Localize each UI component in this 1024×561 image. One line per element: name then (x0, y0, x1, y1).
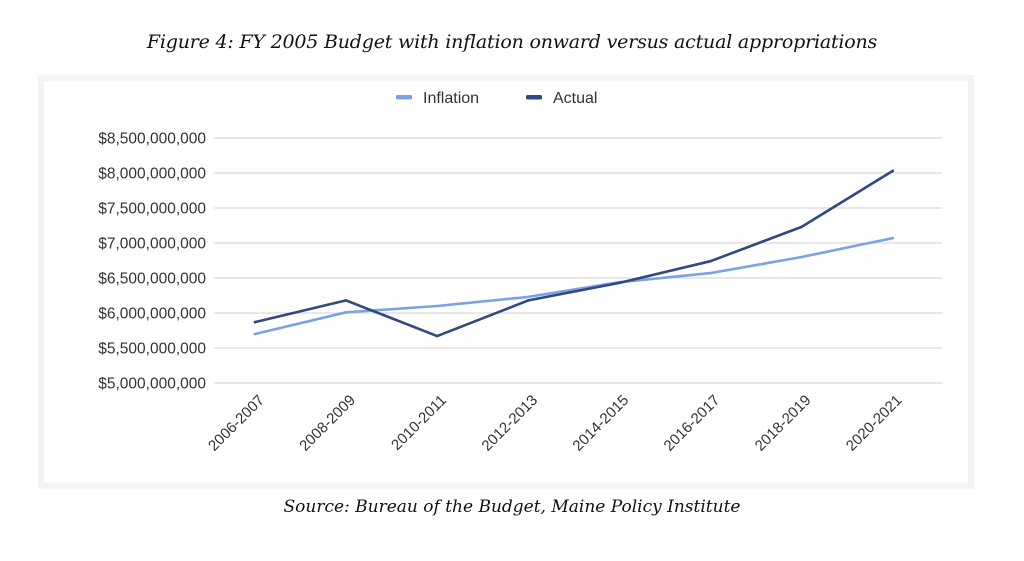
data-point-actual (800, 225, 803, 229)
legend-label-actual: Actual (553, 90, 597, 107)
data-point-inflation (709, 271, 712, 275)
data-point-actual (891, 169, 894, 173)
y-tick-label: $7,500,000,000 (98, 201, 206, 218)
y-tick-label: $6,000,000,000 (98, 306, 206, 323)
data-point-actual (435, 334, 439, 338)
x-axis-ticks: 2006-2007 2008-2009 2010-2011 2012-2013 2014… (205, 392, 905, 455)
series-line-actual (253, 169, 895, 338)
data-point-actual (618, 281, 621, 285)
legend: Inflation Actual (396, 90, 597, 107)
y-tick-label: $8,000,000,000 (98, 166, 206, 183)
y-tick-label: $7,000,000,000 (98, 236, 206, 253)
data-point-inflation (344, 311, 348, 314)
x-tick-label: 2018-2019 (752, 392, 815, 455)
legend-swatch-actual (526, 95, 542, 100)
series-line-inflation (253, 236, 895, 336)
y-axis-ticks: $5,000,000,000 $5,500,000,000 $6,000,000,0… (98, 131, 206, 393)
line-chart: $5,000,000,000 $5,500,000,000 $6,000,000,0… (98, 90, 942, 455)
data-point-actual (253, 320, 257, 324)
legend-swatch-inflation (396, 95, 412, 100)
y-tick-label: $6,500,000,000 (98, 271, 206, 288)
y-tick-label: $5,000,000,000 (98, 376, 206, 393)
figure-title: Figure 4: FY 2005 Budget with inflation … (146, 31, 878, 53)
figure-source: Source: Bureau of the Budget, Maine Poli… (283, 497, 741, 517)
legend-label-inflation: Inflation (423, 90, 479, 107)
x-tick-label: 2006-2007 (205, 392, 268, 455)
x-tick-label: 2012-2013 (478, 392, 541, 455)
x-tick-label: 2014-2015 (569, 392, 632, 455)
data-point-actual (344, 299, 348, 302)
data-point-inflation (891, 236, 894, 240)
data-point-inflation (527, 295, 530, 299)
data-point-actual (709, 259, 712, 263)
series-lines (253, 169, 895, 338)
data-point-inflation (253, 332, 257, 336)
data-point-inflation (800, 255, 803, 259)
gridlines (214, 137, 942, 384)
x-tick-label: 2016-2017 (661, 392, 724, 455)
x-tick-label: 2008-2009 (296, 392, 359, 455)
x-tick-label: 2020-2021 (843, 392, 906, 455)
y-tick-label: $5,500,000,000 (98, 341, 206, 358)
data-point-actual (527, 299, 530, 302)
chart-area: $5,000,000,000 $5,500,000,000 $6,000,000,0… (44, 81, 968, 483)
y-tick-label: $8,500,000,000 (98, 131, 206, 148)
x-tick-label: 2010-2011 (388, 392, 450, 454)
data-point-inflation (435, 304, 439, 308)
chart-frame: $5,000,000,000 $5,500,000,000 $6,000,000,0… (38, 75, 974, 489)
